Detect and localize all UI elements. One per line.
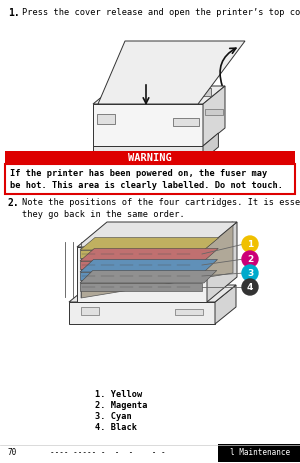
Text: ---- ----- -  -  -    - -: ---- ----- - - - - - <box>50 448 166 457</box>
Polygon shape <box>203 134 218 161</box>
Polygon shape <box>207 223 237 302</box>
Circle shape <box>242 251 258 268</box>
Text: 4: 4 <box>247 283 253 292</box>
Bar <box>205 110 223 116</box>
Circle shape <box>242 265 258 282</box>
Text: l Maintenance: l Maintenance <box>230 448 290 457</box>
Bar <box>93 105 203 147</box>
Text: 3: 3 <box>247 269 253 278</box>
Polygon shape <box>93 87 225 105</box>
Text: If the printer has been powered on, the fuser may
be hot. This area is clearly l: If the printer has been powered on, the … <box>10 169 283 190</box>
Text: 2.: 2. <box>8 198 20 207</box>
Text: 1.: 1. <box>8 8 20 18</box>
Polygon shape <box>81 223 233 298</box>
Polygon shape <box>215 285 236 324</box>
Text: Note the positions of the four cartridges. It is essential that
they go back in : Note the positions of the four cartridge… <box>22 198 300 219</box>
Polygon shape <box>80 271 217 283</box>
Bar <box>81 307 99 315</box>
Text: WARNING: WARNING <box>128 153 172 163</box>
Bar <box>218 444 300 462</box>
Text: 1. Yellow: 1. Yellow <box>95 389 142 398</box>
Text: 70: 70 <box>8 448 17 457</box>
Bar <box>69 302 215 324</box>
Bar <box>80 283 202 291</box>
Bar <box>175 309 203 315</box>
Bar <box>5 152 295 165</box>
Bar <box>80 250 202 258</box>
Bar <box>80 272 202 281</box>
Bar <box>5 165 295 194</box>
Bar <box>173 119 199 127</box>
Bar <box>111 89 211 97</box>
Bar <box>80 262 202 269</box>
Text: 3. Cyan: 3. Cyan <box>95 411 132 420</box>
Text: 4. Black: 4. Black <box>95 422 137 431</box>
Polygon shape <box>80 238 219 250</box>
Circle shape <box>242 279 258 295</box>
Polygon shape <box>80 249 218 262</box>
Polygon shape <box>77 223 237 247</box>
Bar <box>121 91 146 103</box>
Polygon shape <box>80 260 218 272</box>
Bar <box>93 147 203 161</box>
Polygon shape <box>98 42 245 105</box>
Bar <box>77 247 207 302</box>
Text: 1: 1 <box>247 240 253 249</box>
Circle shape <box>242 237 258 252</box>
Polygon shape <box>69 285 236 302</box>
Text: 2. Magenta: 2. Magenta <box>95 400 148 409</box>
Text: Press the cover release and open the printer’s top cover fully.: Press the cover release and open the pri… <box>22 8 300 17</box>
Bar <box>97 115 115 125</box>
Polygon shape <box>203 87 225 147</box>
Text: 2: 2 <box>247 255 253 264</box>
